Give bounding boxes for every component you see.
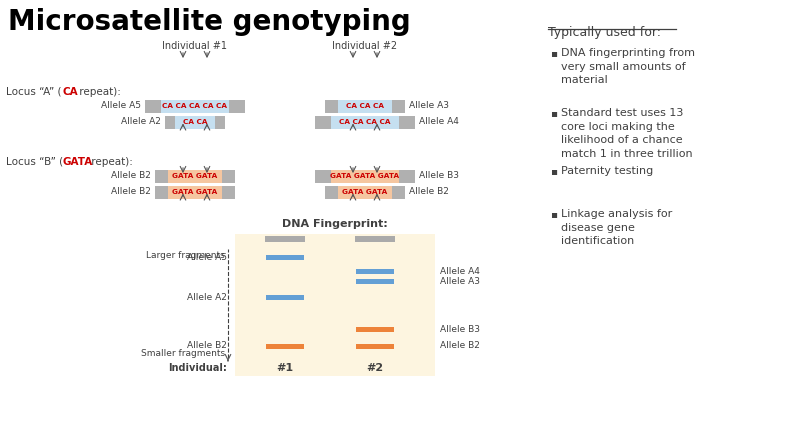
- Text: CA: CA: [63, 87, 79, 97]
- Text: CA CA: CA CA: [182, 119, 207, 125]
- Text: Larger fragments: Larger fragments: [146, 251, 225, 260]
- Text: #1: #1: [276, 363, 293, 373]
- Text: Allele B2: Allele B2: [439, 341, 479, 351]
- Text: DNA Fingerprint:: DNA Fingerprint:: [282, 219, 387, 229]
- Text: Allele B2: Allele B2: [111, 187, 151, 196]
- Text: ▪: ▪: [549, 209, 556, 219]
- Text: Standard test uses 13
core loci making the
likelihood of a chance
match 1 in thr: Standard test uses 13 core loci making t…: [560, 108, 691, 159]
- Text: Allele A2: Allele A2: [121, 117, 161, 126]
- Text: Allele B3: Allele B3: [439, 324, 479, 334]
- Text: CA CA CA CA CA: CA CA CA CA CA: [162, 103, 227, 109]
- Bar: [315, 115, 331, 128]
- Text: Allele A3: Allele A3: [409, 101, 448, 111]
- Bar: [234, 234, 434, 376]
- Bar: [315, 170, 331, 182]
- Bar: [356, 343, 393, 349]
- Bar: [331, 170, 398, 182]
- Bar: [392, 100, 405, 112]
- Bar: [398, 115, 414, 128]
- Bar: [168, 186, 222, 198]
- Bar: [398, 170, 414, 182]
- Text: Allele A2: Allele A2: [187, 293, 226, 301]
- Text: Allele A4: Allele A4: [439, 267, 479, 276]
- Text: Allele B3: Allele B3: [418, 171, 459, 181]
- Bar: [145, 100, 161, 112]
- Bar: [266, 343, 304, 349]
- Bar: [356, 279, 393, 284]
- Bar: [266, 254, 304, 259]
- Text: GATA GATA: GATA GATA: [172, 173, 218, 179]
- Text: Allele A5: Allele A5: [101, 101, 141, 111]
- Bar: [168, 170, 222, 182]
- Text: Allele A4: Allele A4: [418, 117, 459, 126]
- Bar: [265, 236, 304, 242]
- Text: ▪: ▪: [549, 166, 556, 176]
- Text: GATA GATA: GATA GATA: [172, 189, 218, 195]
- Text: GATA GATA GATA: GATA GATA GATA: [330, 173, 399, 179]
- Text: Allele B2: Allele B2: [111, 171, 151, 181]
- Bar: [266, 295, 304, 299]
- Text: Allele B2: Allele B2: [187, 341, 226, 351]
- Bar: [161, 100, 229, 112]
- Bar: [165, 115, 174, 128]
- Text: Individual:: Individual:: [168, 363, 226, 373]
- Text: Individual #1: Individual #1: [162, 41, 227, 51]
- Bar: [392, 186, 405, 198]
- Bar: [215, 115, 225, 128]
- Bar: [337, 100, 392, 112]
- Bar: [331, 115, 398, 128]
- Text: ▪: ▪: [549, 108, 556, 118]
- Text: repeat):: repeat):: [88, 157, 132, 167]
- Text: Allele A5: Allele A5: [187, 253, 226, 262]
- Text: ▪: ▪: [549, 48, 556, 58]
- Text: Microsatellite genotyping: Microsatellite genotyping: [8, 8, 410, 36]
- Text: GATA GATA: GATA GATA: [342, 189, 387, 195]
- Bar: [355, 236, 394, 242]
- Text: CA CA CA: CA CA CA: [345, 103, 384, 109]
- Bar: [356, 326, 393, 332]
- Bar: [229, 100, 245, 112]
- Bar: [222, 170, 234, 182]
- Bar: [222, 186, 234, 198]
- Text: repeat):: repeat):: [76, 87, 120, 97]
- Bar: [356, 268, 393, 273]
- Bar: [155, 170, 168, 182]
- Text: DNA fingerprinting from
very small amounts of
material: DNA fingerprinting from very small amoun…: [560, 48, 694, 85]
- Text: CA CA CA CA: CA CA CA CA: [339, 119, 390, 125]
- Text: Locus “B” (: Locus “B” (: [6, 157, 63, 167]
- Bar: [155, 186, 168, 198]
- Text: Allele B2: Allele B2: [409, 187, 448, 196]
- Bar: [337, 186, 392, 198]
- Bar: [174, 115, 215, 128]
- Text: Allele A3: Allele A3: [439, 276, 479, 285]
- Text: Smaller fragments: Smaller fragments: [141, 349, 225, 359]
- Text: Paternity testing: Paternity testing: [560, 166, 652, 176]
- Text: #2: #2: [366, 363, 383, 373]
- Text: Individual #2: Individual #2: [332, 41, 397, 51]
- Text: Typically used for:: Typically used for:: [548, 26, 660, 39]
- Text: Linkage analysis for
disease gene
identification: Linkage analysis for disease gene identi…: [560, 209, 671, 246]
- Bar: [324, 100, 337, 112]
- Bar: [324, 186, 337, 198]
- Text: GATA: GATA: [63, 157, 93, 167]
- Text: Locus “A” (: Locus “A” (: [6, 87, 61, 97]
